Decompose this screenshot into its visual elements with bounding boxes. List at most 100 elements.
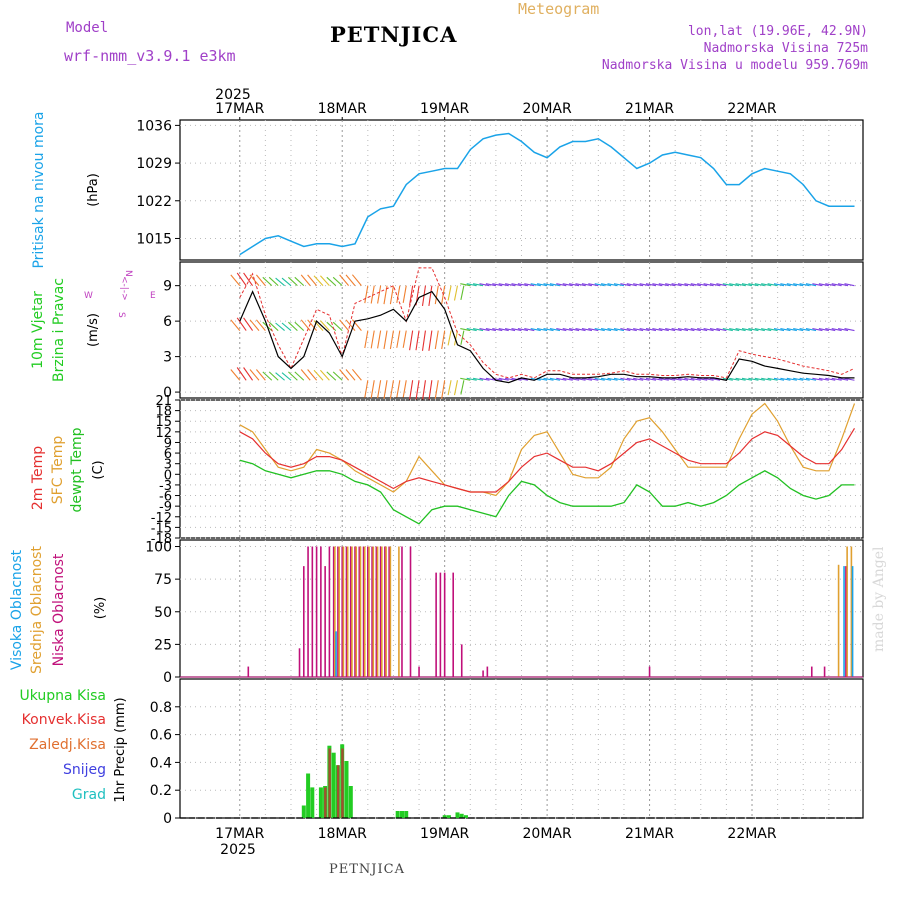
temp-title-2m: 2m Temp bbox=[30, 446, 46, 510]
y-tick-label: 50 bbox=[154, 605, 172, 621]
top-date-label: 18MAR bbox=[318, 101, 367, 117]
wind-arrow bbox=[461, 286, 464, 300]
legend-graupel: Grad bbox=[72, 787, 106, 803]
y-tick-label: 0.4 bbox=[150, 755, 172, 771]
wind-arrow bbox=[423, 331, 426, 351]
wind-arrow bbox=[410, 331, 413, 351]
legend-snow: Snijeg bbox=[63, 762, 106, 778]
wind-arrow bbox=[378, 331, 381, 349]
precip-bar bbox=[400, 811, 404, 818]
compass-south: S bbox=[116, 312, 126, 318]
wind-arrow bbox=[371, 331, 374, 349]
meteogram-chart: 2025 17MAR 18MAR 19MAR 20MAR 21MAR 22MAR 1036… bbox=[0, 0, 900, 900]
wind-arrow bbox=[378, 380, 381, 398]
bottom-date-label: 20MAR bbox=[523, 826, 572, 842]
wind-arrow bbox=[448, 380, 451, 395]
wind-arrow bbox=[397, 331, 400, 348]
temp-unit: (C) bbox=[91, 460, 106, 479]
wind-arrow bbox=[442, 380, 445, 398]
wind-arrow bbox=[410, 380, 413, 400]
pressure-unit: (hPa) bbox=[86, 173, 101, 207]
wind-arrow bbox=[455, 380, 458, 395]
precip-bar bbox=[337, 765, 340, 818]
wind-arrow bbox=[371, 380, 374, 398]
y-tick-label: 0.8 bbox=[150, 700, 172, 716]
compass-east: E bbox=[150, 291, 156, 301]
bottom-date-label: 18MAR bbox=[318, 826, 367, 842]
y-tick-label: 1036 bbox=[136, 118, 172, 134]
wind-arrow bbox=[403, 286, 406, 303]
legend-conv-rain: Konvek.Kisa bbox=[22, 712, 106, 728]
top-date-label: 22MAR bbox=[727, 101, 776, 117]
top-date-label: 19MAR bbox=[420, 101, 469, 117]
precip-bar bbox=[310, 787, 314, 818]
wind-arrow bbox=[435, 286, 438, 304]
wind-arrow bbox=[231, 275, 240, 286]
wind-panel: 9630 10m Vjetar Brzina i Pravac (m/s) N … bbox=[30, 262, 863, 401]
precip-bar bbox=[345, 761, 349, 818]
precip-bar bbox=[460, 814, 464, 818]
wind-arrow bbox=[365, 331, 368, 348]
temp-title-sfc: SFC Temp bbox=[50, 436, 66, 505]
wind-arrows bbox=[231, 273, 855, 401]
y-tick-label: 0.6 bbox=[150, 728, 172, 744]
cloud-title-low: Niska Oblacnost bbox=[51, 553, 67, 666]
y-tick-label: 75 bbox=[154, 572, 172, 588]
wind-arrow bbox=[429, 286, 432, 306]
bottom-date-label: 17MAR bbox=[215, 826, 264, 842]
top-date-label: 21MAR bbox=[625, 101, 674, 117]
precip-bar bbox=[324, 787, 327, 818]
y-tick-label: 6 bbox=[163, 314, 172, 330]
bottom-date-labels: 17MAR 18MAR 19MAR 20MAR 21MAR 22MAR bbox=[215, 826, 777, 842]
wind-title-1: 10m Vjetar bbox=[30, 291, 46, 369]
top-date-label: 17MAR bbox=[215, 101, 264, 117]
wind-arrow bbox=[416, 380, 419, 400]
precip-bar bbox=[456, 812, 460, 818]
precip-bars bbox=[180, 744, 863, 818]
cloud-unit: (%) bbox=[93, 597, 108, 620]
top-date-labels: 17MAR 18MAR 19MAR 20MAR 21MAR 22MAR bbox=[215, 101, 777, 120]
bottom-date-label: 22MAR bbox=[727, 826, 776, 842]
cloud-title-high: Visoka Oblacnost bbox=[9, 549, 25, 670]
y-tick-label: 1015 bbox=[136, 231, 172, 247]
precip-bar bbox=[404, 811, 408, 818]
wind-arrow bbox=[429, 331, 432, 351]
wind-arrow bbox=[397, 286, 400, 303]
temp-title-dew: dewpt Temp bbox=[69, 427, 85, 512]
wind-title-2: Brzina i Pravac bbox=[51, 278, 67, 382]
wind-arrow bbox=[448, 286, 451, 301]
wind-arrow bbox=[384, 331, 387, 349]
legend-total-rain: Ukupna Kisa bbox=[19, 688, 106, 704]
bottom-date-label: 19MAR bbox=[420, 826, 469, 842]
wind-arrow bbox=[365, 286, 368, 303]
y-tick-label: 100 bbox=[145, 540, 172, 556]
pressure-title: Pritisak na nivou mora bbox=[31, 111, 47, 268]
y-tick-label: 0 bbox=[163, 811, 172, 827]
wind-arrow bbox=[442, 331, 445, 349]
wind-arrow bbox=[461, 380, 464, 394]
y-tick-label: 25 bbox=[154, 637, 172, 653]
wind-arrow bbox=[403, 380, 406, 397]
compass-west: W bbox=[84, 291, 93, 301]
cloud-title-mid: Srednja Oblacnost bbox=[29, 546, 45, 674]
precip-bar bbox=[328, 749, 331, 819]
wind-arrow bbox=[365, 380, 368, 397]
precip-bar bbox=[302, 806, 306, 819]
y-tick-label: 9 bbox=[163, 279, 172, 295]
bottom-year-label: 2025 bbox=[220, 842, 256, 858]
wind-arrow bbox=[378, 286, 381, 304]
y-tick-label: 1029 bbox=[136, 156, 172, 172]
wind-arrow bbox=[390, 331, 393, 349]
wind-arrow bbox=[455, 286, 458, 301]
compass-icon: N <-|-> W E S bbox=[84, 270, 156, 318]
wind-unit: (m/s) bbox=[86, 313, 101, 347]
precip-bar bbox=[319, 787, 323, 818]
wind-arrow bbox=[448, 331, 451, 346]
bottom-date-label: 21MAR bbox=[625, 826, 674, 842]
y-tick-label: 0.2 bbox=[150, 783, 172, 799]
wind-arrow bbox=[397, 380, 400, 397]
cloud-panel: 100 75 50 25 0 Visoka Oblacnost Srednja Obla… bbox=[9, 540, 863, 686]
compass-axis: <-|-> bbox=[119, 276, 129, 301]
precip-bar bbox=[396, 811, 400, 818]
temperature-panel: 211815129630-3-6-9-12-15-18 2m Temp SFC … bbox=[30, 394, 863, 547]
